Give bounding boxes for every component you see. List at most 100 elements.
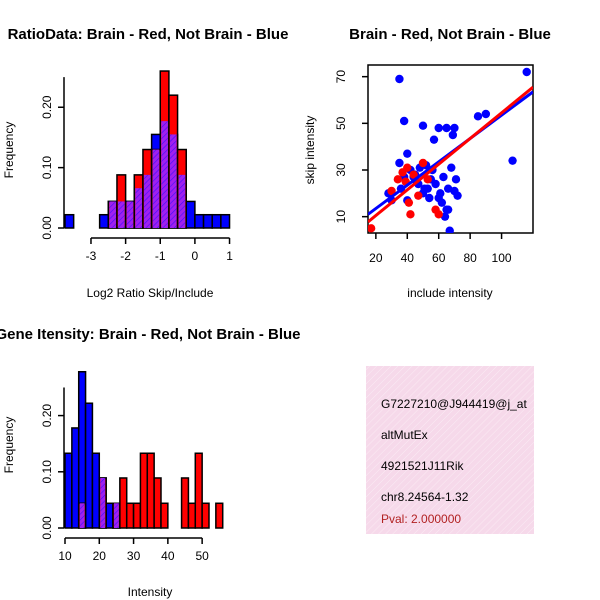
ratio-overlap-hatch (161, 121, 168, 228)
ratio-overlap-hatch (169, 134, 177, 228)
intensity-red-bar (215, 502, 224, 529)
ratio-overlap-hatch (178, 174, 186, 228)
ratio-x-tick-label: -3 (86, 249, 97, 263)
scatter-blue-point (473, 112, 483, 121)
ratio-blue-bar (220, 213, 231, 229)
scatter-red-point (368, 224, 376, 233)
ratio-y-tick-label: 0.20 (40, 95, 54, 119)
intensity-red-bar (125, 502, 135, 529)
intensity-red-bar (139, 452, 149, 529)
ratio-histogram-xlabel: Log2 Ratio Skip/Include (87, 286, 214, 300)
info-pval: Pval: 2.000000 (381, 512, 461, 526)
intensity-red-bar (180, 477, 190, 529)
scatter-red-point (406, 210, 415, 219)
scatter-x-tick-label: 100 (492, 251, 512, 265)
intensity-blue-bar (64, 452, 73, 529)
scatter-y-tick-label: 50 (334, 116, 348, 130)
info-box: G7227210@J944419@j_at altMutEx 4921521J1… (366, 366, 534, 534)
ratio-overlap-hatch (109, 201, 116, 228)
ratio-blue-bar (185, 200, 196, 229)
ratio-blue-bar (98, 213, 110, 229)
info-gene-name: 4921521J11Rik (381, 459, 465, 473)
intensity-x-tick-label: 50 (195, 549, 209, 563)
intensity-scatter-panel: Brain - Red, Not Brain - Blue 20 40 60 80 10… (303, 26, 551, 300)
ratio-histogram-y-axis: 0.00 0.10 0.20 (40, 77, 65, 240)
scatter-y-axis: 10 30 50 70 (334, 70, 368, 224)
scatter-y-tick-label: 70 (334, 70, 348, 84)
info-event-type: altMutEx (381, 428, 428, 442)
ratio-histogram-x-axis: -3 -2 -1 0 1 (86, 237, 233, 263)
ratio-x-tick-label: 0 (192, 249, 199, 263)
scatter-blue-point (508, 156, 517, 165)
ratio-blue-bar (194, 213, 205, 229)
scatter-blue-point (445, 226, 454, 233)
scatter-blue-point (439, 172, 448, 182)
ratio-histogram-ylabel: Frequency (2, 122, 16, 179)
intensity-y-tick-label: 0.00 (40, 516, 54, 540)
scatter-x-tick-label: 80 (463, 251, 477, 265)
ratio-blue-bar (211, 213, 222, 229)
intensity-blue-bar (105, 502, 114, 529)
scatter-blue-point (431, 179, 440, 189)
scatter-blue-point (418, 121, 428, 130)
intensity-red-bar (194, 452, 203, 529)
intensity-overlap-hatch (114, 503, 119, 528)
info-box-hatch (366, 366, 534, 534)
intensity-overlap-hatch (100, 477, 106, 528)
scatter-x-tick-label: 40 (401, 251, 415, 265)
ratio-overlap-hatch (152, 149, 160, 228)
scatter-blue-point (442, 123, 451, 133)
scatter-red-point (387, 186, 396, 196)
scatter-xlabel: include intensity (407, 286, 492, 300)
ratio-histogram-panel: RatioData: Brain - Red, Not Brain - Blue… (2, 26, 288, 300)
scatter-red-point (418, 158, 428, 168)
intensity-histogram-x-axis: 10 20 30 40 50 (58, 537, 209, 563)
intensity-y-tick-label: 0.20 (40, 404, 54, 428)
ratio-overlap-hatch (135, 188, 142, 228)
scatter-blue-point (451, 175, 461, 184)
ratio-x-tick-label: -1 (155, 249, 166, 263)
scatter-y-tick-label: 30 (334, 163, 348, 177)
scatter-red-point (434, 210, 443, 219)
ratio-x-tick-label: -2 (120, 249, 131, 263)
ratio-blue-bar (202, 213, 213, 229)
intensity-red-bar (132, 502, 142, 529)
ratio-blue-bar (64, 213, 75, 229)
intensity-histogram-ylabel: Frequency (2, 417, 16, 474)
scatter-blue-point (448, 130, 458, 140)
scatter-red-point (393, 175, 403, 184)
intensity-histogram-xlabel: Intensity (128, 585, 173, 599)
scatter-y-tick-label: 10 (334, 210, 348, 224)
intensity-y-tick-label: 0.10 (40, 460, 54, 484)
intensity-blue-bar (84, 402, 94, 529)
intensity-x-tick-label: 10 (58, 549, 72, 563)
scatter-blue-point (434, 123, 443, 133)
intensity-red-bar (119, 477, 128, 529)
scatter-blue-point (481, 109, 491, 119)
ratio-overlap-hatch (143, 174, 151, 228)
intensity-red-bar (146, 452, 155, 529)
scatter-red-point (403, 163, 412, 172)
scatter-red-fit-line (368, 86, 533, 224)
scatter-blue-point (450, 123, 459, 133)
intensity-red-bar (187, 502, 197, 529)
ratio-overlap-hatch (126, 201, 134, 228)
info-location: chr8.24564-1.32 (381, 490, 469, 504)
scatter-red-point (404, 198, 414, 207)
ratio-y-tick-label: 0.10 (40, 156, 54, 180)
ratio-histogram-title: RatioData: Brain - Red, Not Brain - Blue (8, 26, 289, 43)
scatter-blue-point (429, 135, 439, 144)
scatter-blue-point (434, 193, 443, 203)
scatter-red-point (414, 191, 423, 200)
scatter-blue-point (395, 74, 404, 84)
intensity-x-tick-label: 30 (127, 549, 141, 563)
intensity-x-tick-label: 40 (161, 549, 175, 563)
scatter-x-tick-label: 20 (369, 251, 383, 265)
intensity-blue-bar (71, 427, 80, 529)
ratio-y-tick-label: 0.00 (40, 216, 54, 240)
intensity-histogram-panel: Gene Itensity: Brain - Red, Not Brain - … (0, 326, 301, 599)
scatter-ylabel: skip intensity (303, 116, 317, 185)
scatter-blue-point (403, 149, 412, 158)
ratio-histogram-bars (64, 70, 231, 229)
